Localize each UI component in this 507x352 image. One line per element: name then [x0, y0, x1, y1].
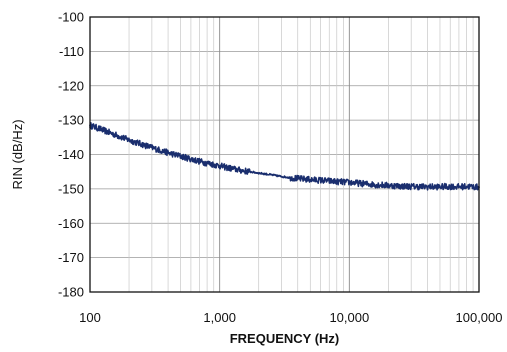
- data-point: [248, 170, 251, 173]
- y-tick-label: -140: [58, 147, 84, 162]
- y-tick-label: -120: [58, 78, 84, 93]
- x-tick-label: 1,000: [203, 310, 236, 325]
- y-tick-label: -100: [58, 10, 84, 25]
- y-axis-title: RIN (dB/Hz): [10, 119, 25, 189]
- data-point: [128, 139, 130, 141]
- data-point: [371, 183, 374, 186]
- data-point: [400, 185, 402, 188]
- x-tick-label: 100,000: [456, 310, 503, 325]
- data-point: [280, 175, 283, 178]
- data-point: [410, 185, 413, 188]
- x-axis-title: FREQUENCY (Hz): [230, 331, 340, 346]
- data-point: [309, 178, 312, 181]
- data-point: [190, 158, 192, 160]
- x-tick-label: 10,000: [329, 310, 369, 325]
- data-point: [465, 185, 468, 188]
- data-point: [167, 151, 169, 154]
- data-point: [335, 180, 338, 183]
- series-layer: [89, 122, 480, 191]
- data-point: [296, 177, 299, 180]
- data-point: [150, 146, 153, 149]
- data-point: [229, 167, 231, 170]
- data-point: [179, 155, 182, 158]
- data-point: [198, 160, 201, 163]
- grid: [90, 16, 479, 293]
- tick-labels: -100 -110 -120 -130 -140 -150 -160 -170 -180 100 1…: [58, 10, 503, 326]
- data-point: [218, 164, 221, 167]
- data-point: [270, 173, 273, 176]
- y-tick-label: -130: [58, 113, 84, 128]
- data-point: [111, 132, 114, 135]
- data-point: [319, 179, 322, 182]
- data-point: [140, 143, 143, 146]
- data-point: [387, 184, 390, 187]
- y-tick-label: -180: [58, 285, 84, 300]
- data-point: [439, 185, 441, 188]
- data-point: [458, 185, 460, 188]
- data-point: [449, 185, 452, 188]
- data-point: [358, 182, 361, 185]
- data-point: [99, 128, 102, 130]
- data-point: [426, 185, 429, 188]
- plot-area-frame: [89, 16, 480, 293]
- data-point: [257, 172, 260, 174]
- y-tick-label: -170: [58, 250, 84, 265]
- x-tick-label: 100: [79, 310, 101, 325]
- y-tick-label: -150: [58, 181, 84, 196]
- data-point: [241, 169, 244, 172]
- data-point: [328, 180, 331, 182]
- y-tick-label: -160: [58, 216, 84, 231]
- data-point: [206, 162, 209, 164]
- y-tick-label: -110: [59, 44, 84, 59]
- series-line-0: [89, 122, 480, 191]
- data-point: [348, 181, 351, 184]
